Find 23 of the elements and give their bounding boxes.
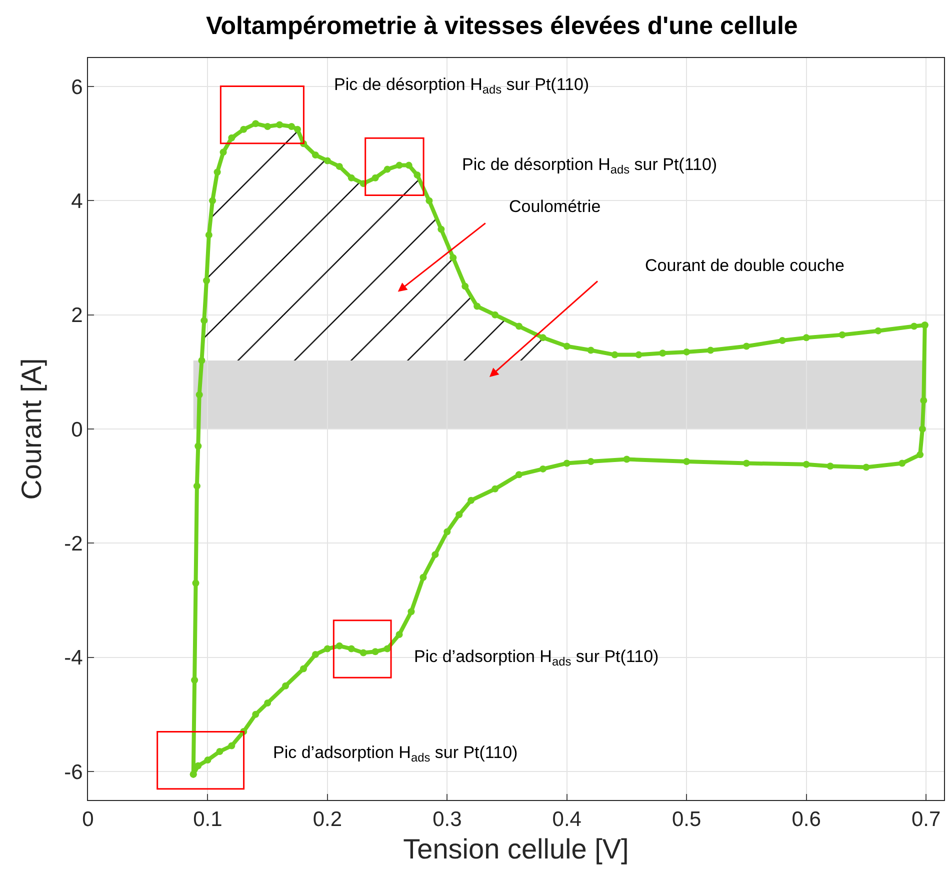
y-tick-label: 4 xyxy=(71,190,84,214)
y-tick-label: -2 xyxy=(64,532,83,556)
x-tick-label: 0.4 xyxy=(552,808,582,832)
annotation: Pic de désorption H$_{ads}$ sur Pt(110) xyxy=(334,75,590,97)
x-tick-label: 0.5 xyxy=(672,808,702,832)
chart-title: Voltampérometrie à vitesses élevées d'une cellule xyxy=(206,12,798,40)
x-tick-label: 0.1 xyxy=(193,808,222,832)
annotation: Coulométrie xyxy=(509,197,601,216)
y-tick-label: -4 xyxy=(64,646,84,670)
x-tick-label: 0.6 xyxy=(792,808,821,832)
x-tick-label: 0.3 xyxy=(432,808,462,832)
x-tick-label: 0.7 xyxy=(911,808,941,832)
y-tick-label: 6 xyxy=(71,76,83,99)
y-tick-label: 0 xyxy=(71,418,83,442)
annotation: Pic de désorption H$_{ads}$ sur Pt(110) xyxy=(462,155,718,177)
x-axis-title: Tension cellule [V] xyxy=(403,833,629,864)
annotation: Pic d’adsorption H$_{ads}$ sur Pt(110) xyxy=(273,743,518,765)
annotation: Pic d’adsorption H$_{ads}$ sur Pt(110) xyxy=(414,647,659,669)
y-axis-title: Courant [A] xyxy=(16,358,47,500)
x-tick-label: 0.2 xyxy=(312,808,342,832)
annotation: Courant de double couche xyxy=(645,256,844,275)
y-tick-label: 2 xyxy=(71,304,83,328)
y-tick-label: -6 xyxy=(64,760,83,784)
